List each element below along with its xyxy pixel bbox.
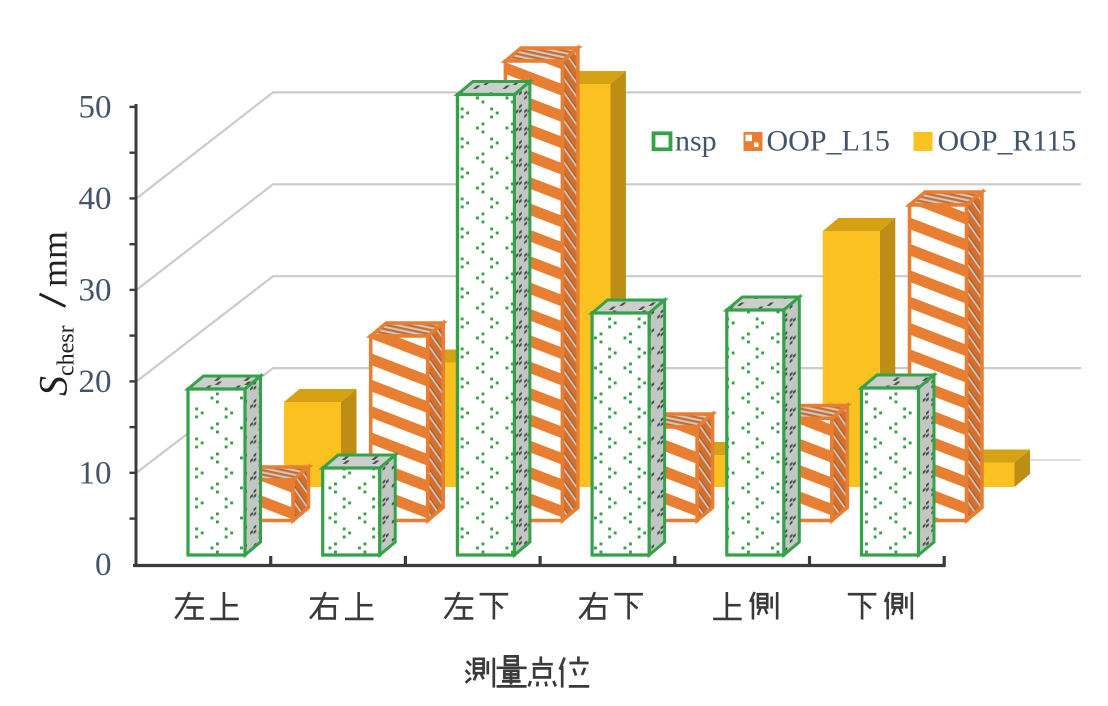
svg-text:40: 40 <box>79 181 112 217</box>
svg-text:nsp: nsp <box>675 125 717 158</box>
svg-text:Schesr: Schesr <box>31 325 80 396</box>
svg-text:20: 20 <box>79 364 112 400</box>
svg-text:30: 30 <box>79 273 112 309</box>
svg-text:10: 10 <box>79 456 112 492</box>
svg-text:0: 0 <box>95 547 112 583</box>
svg-text:50: 50 <box>79 90 112 126</box>
svg-text:OOP_L15: OOP_L15 <box>767 125 890 158</box>
svg-text:mm: mm <box>35 231 75 287</box>
svg-text:OOP_R115: OOP_R115 <box>938 125 1077 158</box>
